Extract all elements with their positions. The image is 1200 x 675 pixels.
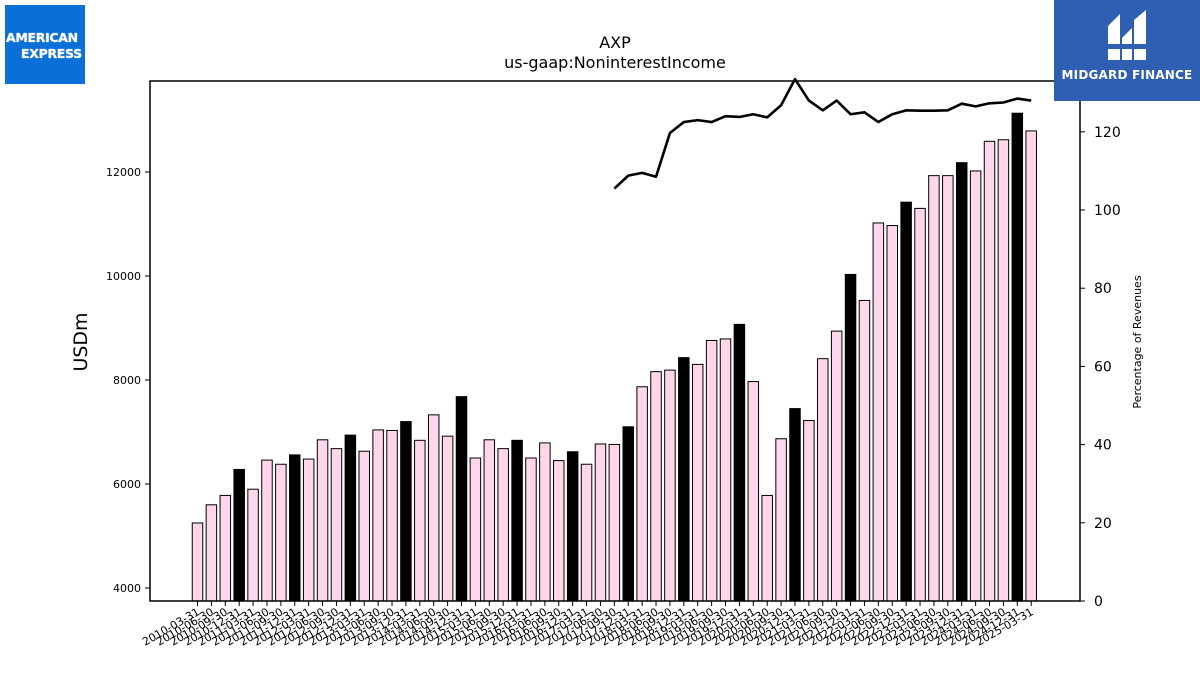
bar — [205, 504, 218, 602]
bar — [511, 439, 523, 602]
bar — [427, 414, 440, 602]
bar — [275, 463, 287, 602]
bar — [678, 357, 690, 602]
bar — [691, 363, 704, 602]
y-tick-label: 10000 — [106, 270, 141, 283]
bar — [302, 458, 315, 602]
bar — [914, 207, 926, 602]
bar — [580, 463, 593, 602]
bar — [803, 420, 815, 602]
x-axis: 2010-03-312010-06-302010-09-302010-12-31… — [140, 601, 1036, 649]
y-axis: 4000 6000 8000 10000 12000 — [106, 166, 150, 595]
bar — [844, 273, 857, 602]
bar — [955, 162, 968, 602]
y-tick-label: 4000 — [113, 582, 141, 595]
bar — [983, 140, 996, 602]
bar — [191, 522, 204, 602]
y-tick-label: 6000 — [113, 478, 141, 491]
y2-tick-label: 20 — [1094, 516, 1112, 532]
y2-tick-label: 60 — [1094, 359, 1112, 375]
american-express-logo: AMERICAN EXPRESS — [5, 5, 85, 84]
bar — [400, 421, 412, 602]
bar — [761, 494, 773, 602]
bar — [622, 426, 634, 602]
bar — [719, 338, 732, 602]
bar — [219, 494, 232, 602]
bar — [969, 170, 982, 602]
bar — [483, 439, 496, 602]
bar — [775, 438, 787, 602]
y-tick-label: 12000 — [106, 166, 141, 179]
bar — [942, 175, 954, 602]
bar — [553, 460, 565, 602]
plot-frame — [149, 80, 1081, 602]
bar — [1025, 130, 1037, 602]
bar — [469, 457, 482, 602]
midgard-finance-logo: MIDGARD FINANCE — [1054, 0, 1200, 101]
revenue-percentage-line — [613, 77, 1032, 190]
y2-axis-label: Percentage of Revenues — [1131, 275, 1144, 408]
bar — [830, 330, 843, 602]
y2-tick-label: 100 — [1094, 203, 1121, 219]
bar — [900, 201, 912, 602]
bar — [525, 457, 537, 602]
bar — [747, 381, 760, 602]
bar — [372, 429, 384, 602]
bar — [1011, 112, 1024, 602]
chart-subtitle: us-gaap:NoninterestIncome — [504, 53, 726, 72]
bar — [664, 369, 676, 602]
bar — [441, 435, 454, 602]
bar — [566, 451, 579, 602]
bar — [344, 434, 357, 602]
y2-tick-label: 80 — [1094, 281, 1112, 297]
bar — [414, 439, 426, 602]
bar — [539, 442, 551, 602]
chart-title: AXP — [599, 33, 631, 52]
y-axis-label: USDm — [70, 312, 92, 371]
bar — [316, 439, 329, 602]
midgard-emblem-icon — [1108, 10, 1146, 60]
bars-group — [191, 112, 1037, 602]
bar — [330, 448, 343, 602]
logo-text-line1: AMERICAN — [6, 30, 78, 45]
bar — [705, 339, 718, 602]
logo-text-line2: EXPRESS — [21, 46, 82, 61]
bar — [858, 299, 871, 602]
bar — [928, 175, 940, 602]
bar — [289, 454, 301, 602]
bar — [497, 448, 509, 602]
bar — [358, 450, 370, 602]
bar — [733, 323, 746, 602]
bar — [247, 488, 259, 602]
y2-axis: 0 20 40 60 80 100 120 — [1080, 125, 1121, 610]
bar — [817, 358, 829, 602]
bar — [886, 225, 898, 602]
y2-tick-label: 120 — [1094, 125, 1121, 141]
y2-tick-label: 0 — [1094, 594, 1103, 610]
midgard-logo-text: MIDGARD FINANCE — [1061, 68, 1193, 82]
bar — [636, 386, 648, 602]
line-group — [613, 77, 1032, 190]
bar — [386, 429, 398, 602]
bar — [789, 408, 801, 602]
y2-tick-label: 40 — [1094, 438, 1112, 454]
bar — [455, 396, 468, 602]
bar — [872, 222, 885, 602]
bar — [594, 443, 607, 602]
y-tick-label: 8000 — [113, 374, 141, 387]
bar — [650, 371, 662, 602]
bar — [261, 459, 273, 602]
bar — [997, 139, 1010, 602]
bar — [608, 443, 621, 602]
bar — [233, 468, 245, 602]
